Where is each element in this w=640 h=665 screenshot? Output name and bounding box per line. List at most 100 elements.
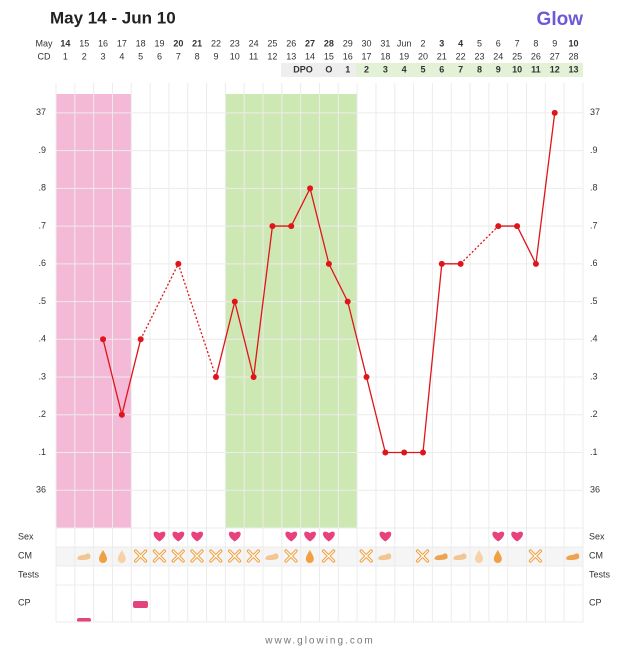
temperature-point — [363, 374, 370, 381]
date-label: 25 — [267, 38, 277, 48]
dpo-label: 5 — [420, 64, 425, 74]
date-label: 19 — [155, 38, 165, 48]
temperature-point — [401, 449, 408, 456]
temperature-point — [137, 336, 144, 343]
row-label-right: CM — [589, 550, 603, 560]
y-tick-label-right: .3 — [590, 371, 598, 381]
temperature-point — [551, 109, 558, 116]
y-tick-label-right: .7 — [590, 220, 598, 230]
date-label: 20 — [173, 38, 183, 48]
y-tick-label-right: .5 — [590, 296, 598, 306]
date-label: 4 — [458, 38, 463, 48]
date-label: 10 — [569, 38, 579, 48]
date-label: 27 — [305, 38, 315, 48]
temperature-point — [288, 223, 295, 230]
dpo-high-band — [356, 63, 583, 77]
temperature-point — [269, 223, 276, 230]
cd-label: 10 — [230, 51, 240, 61]
cd-label: 27 — [550, 51, 560, 61]
cd-label: 24 — [493, 51, 503, 61]
date-label: 3 — [439, 38, 444, 48]
date-label: May — [35, 38, 53, 48]
date-label: 15 — [79, 38, 89, 48]
y-tick-label: 36 — [36, 485, 46, 495]
dpo-label: 13 — [569, 64, 579, 74]
temperature-point — [100, 336, 107, 343]
cd-label: 11 — [249, 51, 258, 61]
row-label-right: Tests — [589, 569, 611, 579]
sex-heart — [172, 531, 185, 542]
footer: www.glowing.com — [264, 636, 374, 647]
y-tick-label-right: .1 — [590, 447, 598, 457]
dpo-label: 1 — [345, 64, 350, 74]
date-label: 23 — [230, 38, 240, 48]
y-tick-label: .3 — [38, 371, 46, 381]
dpo-label: 6 — [439, 64, 444, 74]
sex-heart — [379, 531, 392, 542]
temperature-point — [495, 223, 502, 230]
temperature-line — [498, 112, 556, 267]
y-tick-label-right: .8 — [590, 183, 598, 193]
row-label-right: CP — [589, 597, 602, 607]
y-tick-label: .2 — [38, 409, 46, 419]
cd-label: 6 — [157, 51, 162, 61]
temperature-point — [438, 260, 445, 267]
y-tick-label-right: .2 — [590, 409, 598, 419]
sex-heart — [304, 531, 316, 542]
cd-label: 14 — [305, 51, 315, 61]
date-label: 22 — [211, 38, 221, 48]
date-label: 21 — [192, 38, 202, 48]
cd-label: 8 — [195, 51, 200, 61]
dpo-label: 7 — [458, 64, 463, 74]
sex-heart — [492, 531, 505, 542]
date-label: 2 — [420, 38, 425, 48]
row-label-right: Sex — [589, 531, 605, 541]
cd-label: 15 — [324, 51, 334, 61]
y-tick-label: .4 — [38, 334, 46, 344]
date-label: 31 — [380, 38, 390, 48]
cd-label: 1 — [63, 51, 68, 61]
date-label: 7 — [515, 38, 520, 48]
sex-heart — [228, 531, 241, 542]
temperature-point — [514, 223, 521, 230]
y-tick-label-right: .9 — [590, 145, 598, 155]
cd-label: 19 — [399, 51, 409, 61]
y-tick-label: 37 — [36, 107, 46, 117]
temperature-point — [344, 298, 351, 305]
cd-label: 21 — [437, 51, 447, 61]
dpo-label: 4 — [402, 64, 407, 74]
fertile-band — [225, 94, 358, 528]
dpo-label: 11 — [531, 64, 541, 74]
date-label: 26 — [286, 38, 296, 48]
temperature-point — [457, 260, 464, 267]
dpo-label: 9 — [496, 64, 501, 74]
cd-label: 16 — [343, 51, 353, 61]
sex-heart — [322, 531, 335, 542]
temperature-line — [215, 186, 461, 454]
cd-label: 12 — [267, 51, 277, 61]
y-tick-label-right: .6 — [590, 258, 598, 268]
temperature-point — [419, 449, 426, 456]
temperature-point — [325, 260, 332, 267]
y-tick-label: .6 — [38, 258, 46, 268]
date-label: Jun — [397, 38, 412, 48]
cd-label: 3 — [101, 51, 106, 61]
date-label: 29 — [343, 38, 353, 48]
date-label: 16 — [98, 38, 108, 48]
date-label: 8 — [533, 38, 538, 48]
cp-marks — [77, 601, 148, 622]
row-label: CM — [18, 550, 32, 560]
cd-label: CD — [38, 51, 51, 61]
y-tick-label: .5 — [38, 296, 46, 306]
cd-label: 17 — [362, 51, 372, 61]
dpo-label: 12 — [550, 64, 560, 74]
date-label: 6 — [496, 38, 501, 48]
temperature-point — [212, 374, 219, 381]
temperature-point — [118, 411, 125, 418]
dpo-label: 3 — [383, 64, 388, 74]
date-label: 17 — [117, 38, 127, 48]
cd-label: 9 — [213, 51, 218, 61]
dpo-label: O — [325, 64, 332, 74]
temperature-point — [307, 185, 314, 192]
